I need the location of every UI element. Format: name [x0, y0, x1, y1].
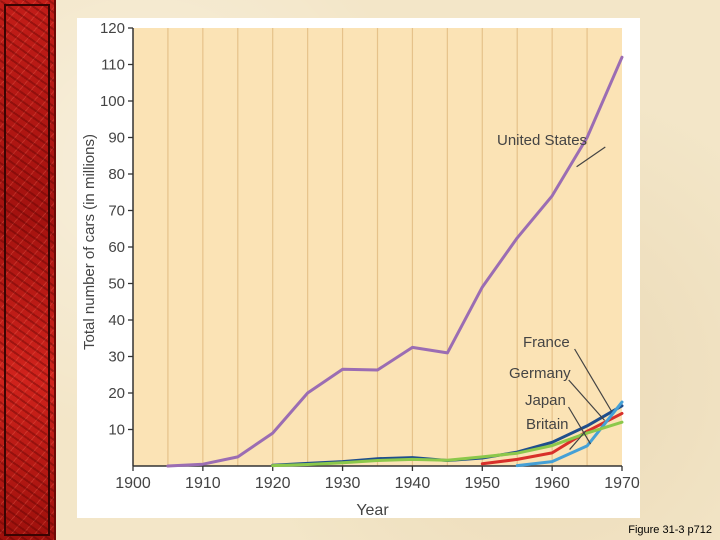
leader-line-france	[574, 348, 613, 412]
series-line-united-states	[166, 55, 624, 468]
x-tick-label: 1960	[534, 475, 570, 492]
decorative-side-band	[0, 0, 56, 540]
y-tick-label: 10	[108, 422, 125, 439]
series-label-britain: Britain	[526, 416, 569, 433]
series-label-japan: Japan	[525, 392, 566, 409]
x-axis-label: Year	[356, 502, 389, 518]
x-tick-label: 1950	[464, 475, 500, 492]
y-tick-label: 60	[108, 239, 125, 256]
leader-line-united-states	[576, 146, 606, 168]
y-axis-label: Total number of cars (in millions)	[81, 134, 98, 350]
series-label-france: France	[523, 334, 570, 351]
series-line-germany	[480, 411, 624, 466]
y-tick-label: 80	[108, 166, 125, 183]
leader-line-britain	[569, 430, 587, 450]
side-band-frame	[4, 4, 50, 536]
y-tick-label: 120	[100, 20, 125, 37]
y-tick-label: 70	[108, 203, 125, 220]
y-tick-label: 50	[108, 276, 125, 293]
series-label-united-states: United States	[497, 132, 587, 149]
x-tick-label: 1920	[255, 475, 291, 492]
figure-caption: Figure 31-3 p712	[628, 524, 712, 536]
line-chart: 10 20 30 40 50 60 70 80 90 100 110 120 1900 1910 1920 1…	[81, 20, 640, 518]
y-tick-label: 40	[108, 312, 125, 329]
x-tick-label: 1900	[115, 475, 151, 492]
y-tick-label: 20	[108, 385, 125, 402]
series-label-germany: Germany	[509, 365, 571, 382]
y-tick-label: 30	[108, 349, 125, 366]
leader-line-germany	[568, 379, 605, 421]
y-tick-label: 110	[101, 57, 125, 74]
x-tick-label: 1910	[185, 475, 221, 492]
chart-panel: 10 20 30 40 50 60 70 80 90 100 110 120 1900 1910 1920 1…	[77, 18, 640, 518]
x-tick-label: 1970	[604, 475, 640, 492]
y-tick-label: 90	[108, 130, 125, 147]
x-tick-label: 1940	[395, 475, 431, 492]
series-line-japan	[515, 400, 624, 468]
y-tick-label: 100	[100, 93, 125, 110]
leader-line-japan	[567, 406, 592, 445]
x-tick-label: 1930	[325, 475, 361, 492]
series-line-britain	[271, 420, 624, 468]
